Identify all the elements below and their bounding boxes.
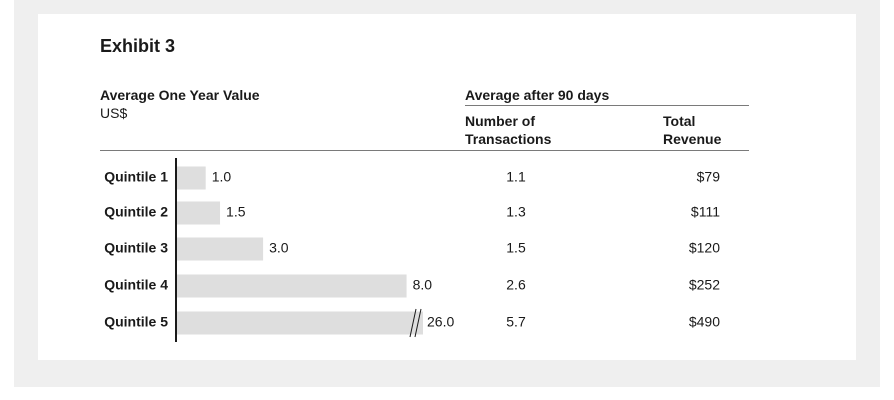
bar	[177, 166, 206, 190]
category-label: Quintile 5	[104, 314, 168, 330]
data-label: 26.0	[427, 314, 454, 330]
revenue-cell: $490	[689, 314, 720, 330]
data-label: 3.0	[269, 240, 289, 256]
bar-unit-label: US$	[100, 105, 128, 121]
exhibit-panel	[38, 14, 856, 360]
group-header: Average after 90 days	[465, 87, 610, 103]
transactions-cell: 1.5	[506, 240, 526, 256]
chart-rows: Quintile 1 1.0 1.1 $79 Quintile 2 1.5 1.3 $111 Q…	[104, 166, 721, 338]
bar	[177, 237, 264, 261]
exhibit-title: Exhibit 3	[100, 36, 176, 56]
revenue-column-header: Total Revenue	[663, 113, 722, 147]
transactions-cell: 5.7	[506, 314, 526, 330]
axis-break-mark	[409, 308, 417, 338]
header-rule	[100, 150, 749, 151]
category-label: Quintile 1	[104, 169, 168, 185]
revenue-cell: $252	[689, 277, 720, 293]
revenue-cell: $120	[689, 240, 720, 256]
axis-break-mark	[414, 308, 422, 338]
revenue-cell: $111	[691, 204, 720, 220]
category-label: Quintile 2	[104, 204, 168, 220]
transactions-cell: 2.6	[506, 277, 526, 293]
data-label: 1.0	[212, 169, 232, 185]
data-label: 1.5	[226, 204, 246, 220]
transactions-cell: 1.1	[506, 169, 526, 185]
bar	[177, 274, 407, 298]
bar	[177, 201, 221, 225]
group-header-rule	[465, 105, 749, 106]
category-label: Quintile 4	[104, 277, 168, 293]
data-label: 8.0	[413, 277, 433, 293]
revenue-cell: $79	[697, 169, 721, 185]
bar-column-header: Average One Year Value	[100, 87, 260, 103]
transactions-column-header: Number of Transactions	[465, 113, 552, 147]
bar	[177, 311, 423, 335]
transactions-cell: 1.3	[506, 204, 526, 220]
category-label: Quintile 3	[104, 240, 168, 256]
